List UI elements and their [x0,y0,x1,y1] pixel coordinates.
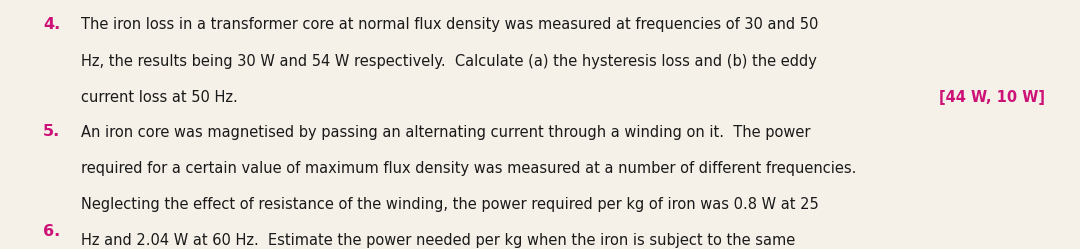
Text: [44 W, 10 W]: [44 W, 10 W] [940,90,1045,105]
Text: Neglecting the effect of resistance of the winding, the power required per kg of: Neglecting the effect of resistance of t… [81,197,819,212]
Text: 6.: 6. [43,224,60,239]
Text: 5.: 5. [43,124,60,139]
Text: 4.: 4. [43,17,60,32]
Text: Hz and 2.04 W at 60 Hz.  Estimate the power needed per kg when the iron is subje: Hz and 2.04 W at 60 Hz. Estimate the pow… [81,233,795,248]
Text: Hz, the results being 30 W and 54 W respectively.  Calculate (a) the hysteresis : Hz, the results being 30 W and 54 W resp… [81,54,816,68]
Text: The iron loss in a transformer core at normal flux density was measured at frequ: The iron loss in a transformer core at n… [81,17,819,32]
Text: current loss at 50 Hz.: current loss at 50 Hz. [81,90,238,105]
Text: An iron core was magnetised by passing an alternating current through a winding : An iron core was magnetised by passing a… [81,124,810,139]
Text: required for a certain value of maximum flux density was measured at a number of: required for a certain value of maximum … [81,161,856,176]
